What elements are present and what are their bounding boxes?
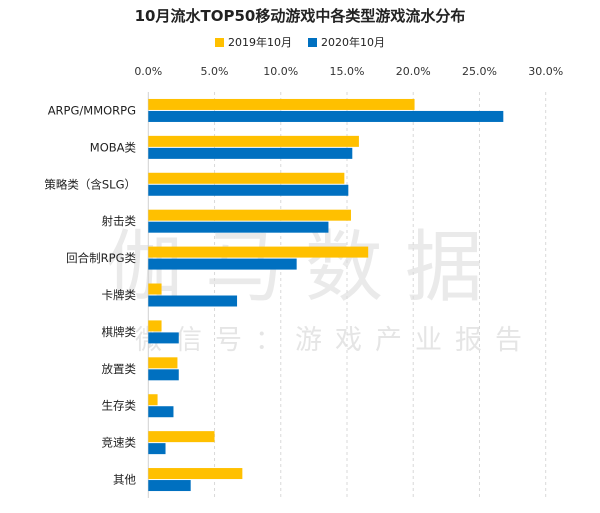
bar-2020 (148, 184, 349, 196)
category-label: 回合制RPG类 (66, 251, 136, 265)
legend-label-2020: 2020年10月 (321, 36, 385, 49)
bar-2020 (148, 332, 179, 344)
legend: 2019年10月 2020年10月 (0, 34, 600, 50)
category-label: 竞速类 (102, 436, 137, 450)
bar-2020 (148, 147, 353, 159)
category-label: 射击类 (102, 214, 137, 228)
bar-2019 (148, 394, 158, 406)
legend-label-2019: 2019年10月 (228, 36, 292, 49)
category-label: 卡牌类 (102, 288, 137, 302)
legend-swatch-2019 (215, 37, 224, 47)
bar-2019 (148, 209, 351, 221)
bar-2020 (148, 258, 297, 270)
bar-2019 (148, 135, 359, 147)
x-tick-label: 0.0% (134, 65, 162, 78)
bar-2020 (148, 295, 238, 307)
legend-swatch-2020 (308, 37, 317, 47)
x-tick-label: 15.0% (330, 65, 365, 78)
legend-item-2020: 2020年10月 (308, 34, 385, 50)
legend-item-2019: 2019年10月 (215, 34, 292, 50)
bar-2019 (148, 320, 162, 332)
category-label: 策略类（含SLG） (44, 177, 136, 191)
bar-2019 (148, 246, 369, 258)
bar-2019 (148, 357, 178, 369)
x-tick-label: 25.0% (462, 65, 497, 78)
x-tick-label: 30.0% (528, 65, 563, 78)
category-label: 其他 (113, 473, 136, 487)
category-label: 放置类 (102, 362, 137, 376)
bar-2019 (148, 98, 415, 110)
category-label: 棋牌类 (102, 325, 137, 339)
chart-title: 10月流水TOP50移动游戏中各类型游戏流水分布 (134, 7, 466, 25)
bar-2019 (148, 468, 243, 480)
category-label: ARPG/MMORPG (48, 103, 136, 117)
bar-2020 (148, 221, 329, 233)
bar-2020 (148, 480, 191, 492)
bar-2020 (148, 110, 504, 122)
watermark-subtitle: 微信号：游戏产业报告 (135, 325, 535, 356)
bar-2020 (148, 406, 174, 418)
category-label: MOBA类 (90, 140, 137, 154)
bar-2019 (148, 283, 162, 295)
x-tick-label: 10.0% (263, 65, 298, 78)
bar-2020 (148, 369, 179, 381)
category-label: 生存类 (102, 399, 137, 413)
bar-2019 (148, 431, 215, 443)
x-tick-label: 5.0% (201, 65, 229, 78)
x-tick-label: 20.0% (396, 65, 431, 78)
bar-2019 (148, 172, 345, 184)
bar-2020 (148, 443, 166, 455)
